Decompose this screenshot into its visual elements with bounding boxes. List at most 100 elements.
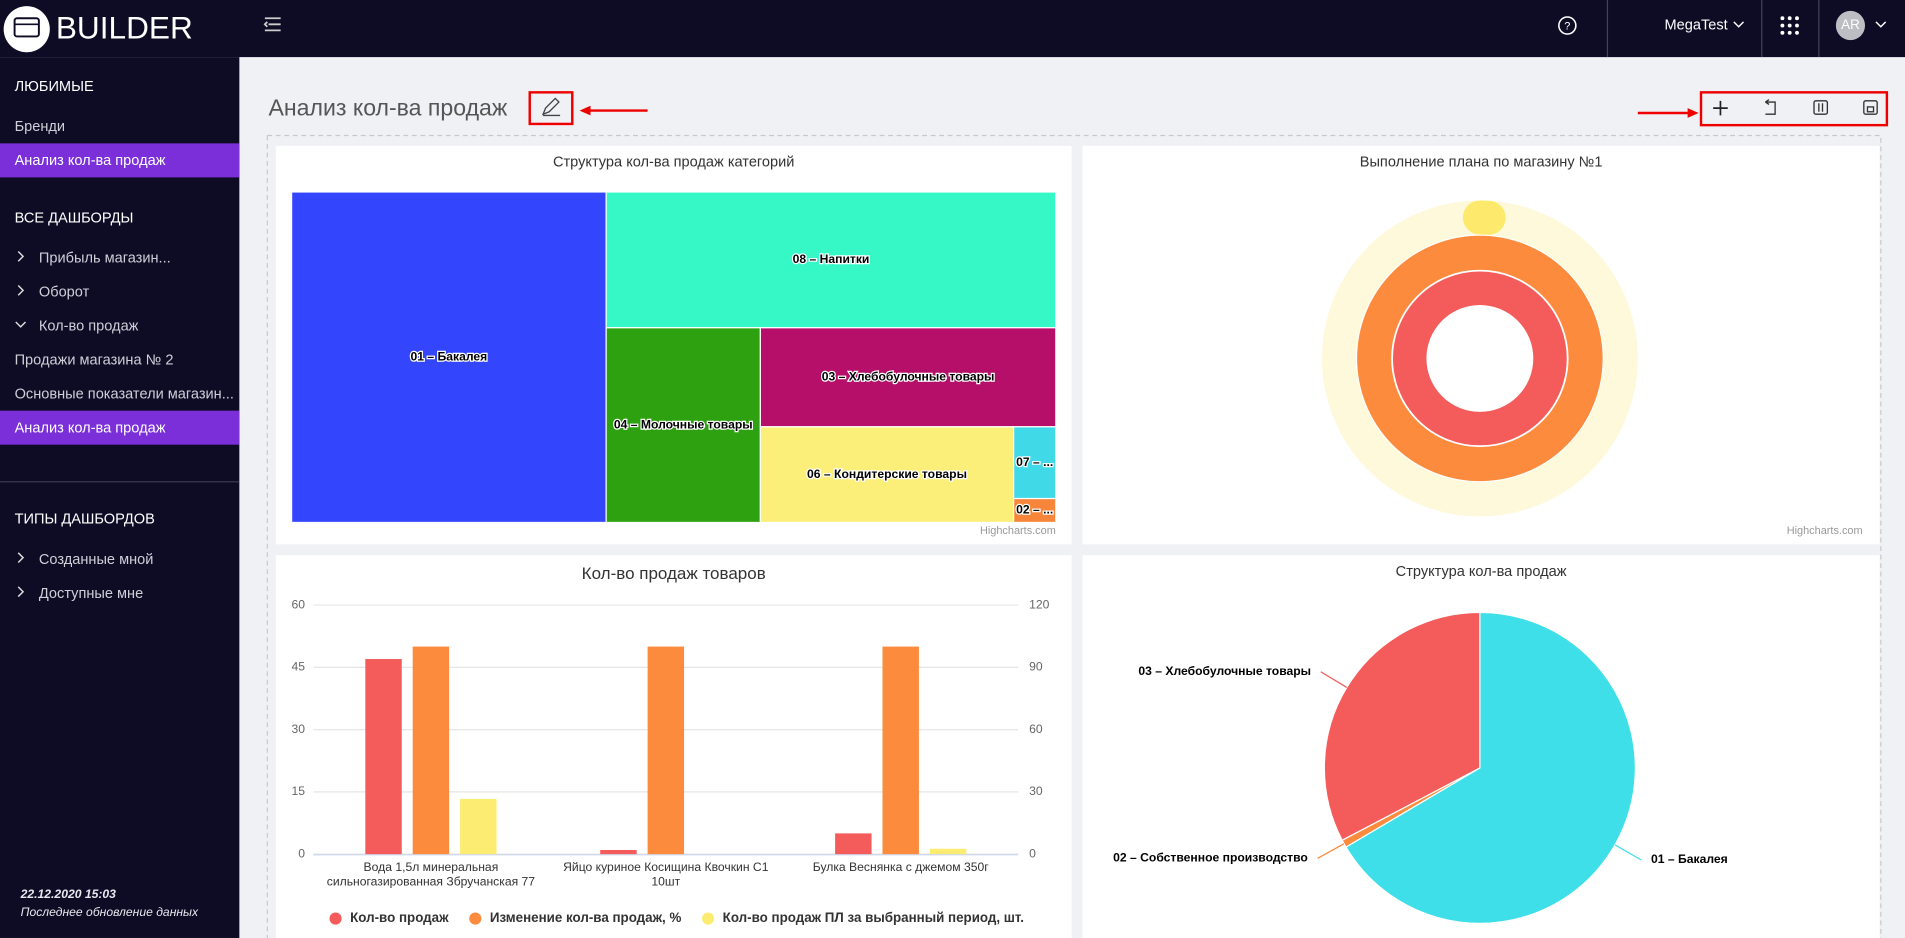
gauge-arc	[1321, 200, 1638, 517]
highlight-box	[1699, 91, 1889, 127]
nav-chevron	[17, 586, 25, 598]
treemap-label: 02 – ...	[1016, 503, 1053, 517]
bar	[365, 659, 402, 855]
nav-item-label: Анализ кол-ва продаж	[14, 151, 166, 169]
annotation-arrow-head	[579, 105, 591, 116]
treemap-cell	[1013, 426, 1057, 500]
x-tick-label: Вода 1,5л минеральная сильногазированная…	[326, 861, 536, 890]
treemap-cell	[605, 191, 1057, 329]
avatar-chevron[interactable]	[1875, 21, 1887, 28]
y2-tick-label: 0	[1029, 846, 1036, 860]
y-tick-label: 60	[291, 597, 305, 611]
y2-tick-label: 60	[1029, 722, 1043, 736]
legend-symbol	[329, 912, 342, 925]
bar	[460, 798, 497, 855]
nav-section-title: ВСЕ ДАШБОРДЫ	[14, 208, 134, 226]
treemap-cell	[759, 327, 1057, 428]
nav-item[interactable]: Анализ кол-ва продаж	[0, 410, 240, 445]
svg-text:?: ?	[1564, 21, 1570, 33]
chart: Структура кол-ва продаж категорий 01 – Ба…	[290, 155, 1057, 537]
top-bar-graphics: BUILDER ? MegaTest AR	[3, 0, 1887, 58]
legend-item[interactable]: Кол-во продаж ПЛ за выбранный период, шт…	[702, 910, 1024, 925]
chevron	[17, 586, 25, 598]
x-tick-label-box: Булка Веснянка с джемом 350г	[812, 861, 989, 875]
chart-title: Структура кол-ва продаж	[1396, 564, 1567, 580]
legend-symbol	[469, 912, 482, 925]
chart: Кол-во продаж товаров 0 15 30 45 60 0 30 60 90 120…	[291, 564, 1050, 925]
pie-connector	[1320, 671, 1348, 688]
nav-item-label: Созданные мной	[38, 550, 154, 568]
chevron	[17, 552, 25, 564]
x-tick-label-box: Яйцо куриное Косищина Квочкин С1 10шт	[563, 861, 769, 890]
y2-tick-label: 90	[1029, 660, 1043, 674]
bar	[835, 833, 872, 855]
logo-icon[interactable]	[3, 6, 50, 53]
nav-item[interactable]: Оборот	[0, 275, 239, 309]
bar	[647, 646, 685, 855]
bar	[882, 646, 919, 855]
chart-panel: Структура кол-ва продаж 01 – Бакалея 02 – …	[1082, 555, 1880, 938]
nav-chevron	[17, 250, 25, 262]
layout-button[interactable]	[1813, 100, 1829, 115]
legend-symbol	[702, 912, 715, 925]
pie-label: 02 – Собственное производство	[1113, 851, 1308, 865]
nav-item[interactable]: Кол-во продаж	[0, 309, 239, 343]
y2-tick-label: 120	[1029, 597, 1050, 611]
legend-item[interactable]: Кол-во продаж	[329, 910, 449, 925]
y-tick-label: 15	[291, 784, 305, 798]
nav-item[interactable]: Продажи магазина № 2	[0, 343, 239, 377]
avatar[interactable]	[1835, 10, 1866, 41]
nav-section: ЛЮБИМЫЕ Бренди Анализ кол-ва продаж	[0, 66, 240, 178]
pie-connector	[1317, 843, 1345, 859]
x-tick-label: Булка Веснянка с джемом 350г	[812, 861, 989, 875]
menu-toggle[interactable]	[263, 17, 281, 32]
nav-item-label: Доступные мне	[38, 584, 144, 602]
nav-item[interactable]: Основные показатели магазин...	[0, 377, 239, 411]
page-title: Анализ кол-ва продаж	[269, 94, 508, 120]
nav-item[interactable]: Анализ кол-ва продаж	[0, 143, 240, 178]
edit-icon[interactable]	[541, 97, 561, 117]
chart-title: Выполнение плана по магазину №1	[1360, 155, 1603, 171]
nav-section-title: ЛЮБИМЫЕ	[14, 77, 94, 95]
undo-button[interactable]	[1765, 99, 1776, 115]
y2-tick-label: 30	[1029, 784, 1043, 798]
treemap-cell	[759, 426, 1015, 524]
annotation-arrow-head	[1687, 108, 1699, 118]
treemap-label: 06 – Кондитерские товары	[807, 467, 967, 481]
treemap-label: 04 – Молочные товары	[614, 417, 753, 431]
bar	[929, 848, 967, 855]
add-button[interactable]	[1713, 100, 1728, 116]
avatar-initials: AR	[1841, 17, 1860, 32]
nav-chevron	[17, 552, 25, 564]
chart-panel: Выполнение плана по магазину №1 Highchart…	[1082, 145, 1880, 545]
user-menu[interactable]: MegaTest	[1665, 17, 1728, 33]
user-chevron[interactable]	[1733, 21, 1745, 28]
nav-section: ВСЕ ДАШБОРДЫ Прибыль магазин... Оборот Кол-…	[0, 197, 240, 445]
nav-item-label: Кол-во продаж	[38, 317, 139, 335]
nav-item[interactable]: Доступные мне	[0, 576, 239, 610]
x-tick-label: Яйцо куриное Косищина Квочкин С1 10шт	[563, 861, 769, 890]
chevron	[15, 321, 27, 328]
help-icon[interactable]: ?	[1558, 16, 1577, 35]
chevron	[17, 285, 25, 296]
save-button[interactable]	[1863, 100, 1878, 115]
y-tick-label: 45	[291, 660, 305, 674]
apps-icon[interactable]	[1780, 16, 1799, 35]
chevron	[17, 250, 25, 262]
legend-label: Кол-во продаж	[350, 910, 449, 925]
legend-item[interactable]: Изменение кол-ва продаж, %	[469, 910, 681, 925]
treemap-label: 03 – Хлебобулочные товары	[822, 369, 995, 383]
nav-item[interactable]: Созданные мной	[0, 542, 239, 576]
sidebar: ЛЮБИМЫЕ Бренди Анализ кол-ва продаж ВСЕ ДАШ…	[0, 57, 240, 938]
nav-item[interactable]: Бренди	[0, 109, 239, 143]
pie-slice	[1345, 611, 1636, 924]
bar	[600, 849, 637, 855]
gauge-arc	[1392, 270, 1568, 446]
logo-text[interactable]: BUILDER	[56, 10, 193, 46]
main-decor: Анализ кол-ва продаж	[266, 91, 1889, 938]
chart-title: Структура кол-ва продаж категорий	[553, 155, 794, 171]
legend-label: Изменение кол-ва продаж, %	[490, 910, 682, 925]
nav-item[interactable]: Прибыль магазин...	[0, 241, 239, 275]
